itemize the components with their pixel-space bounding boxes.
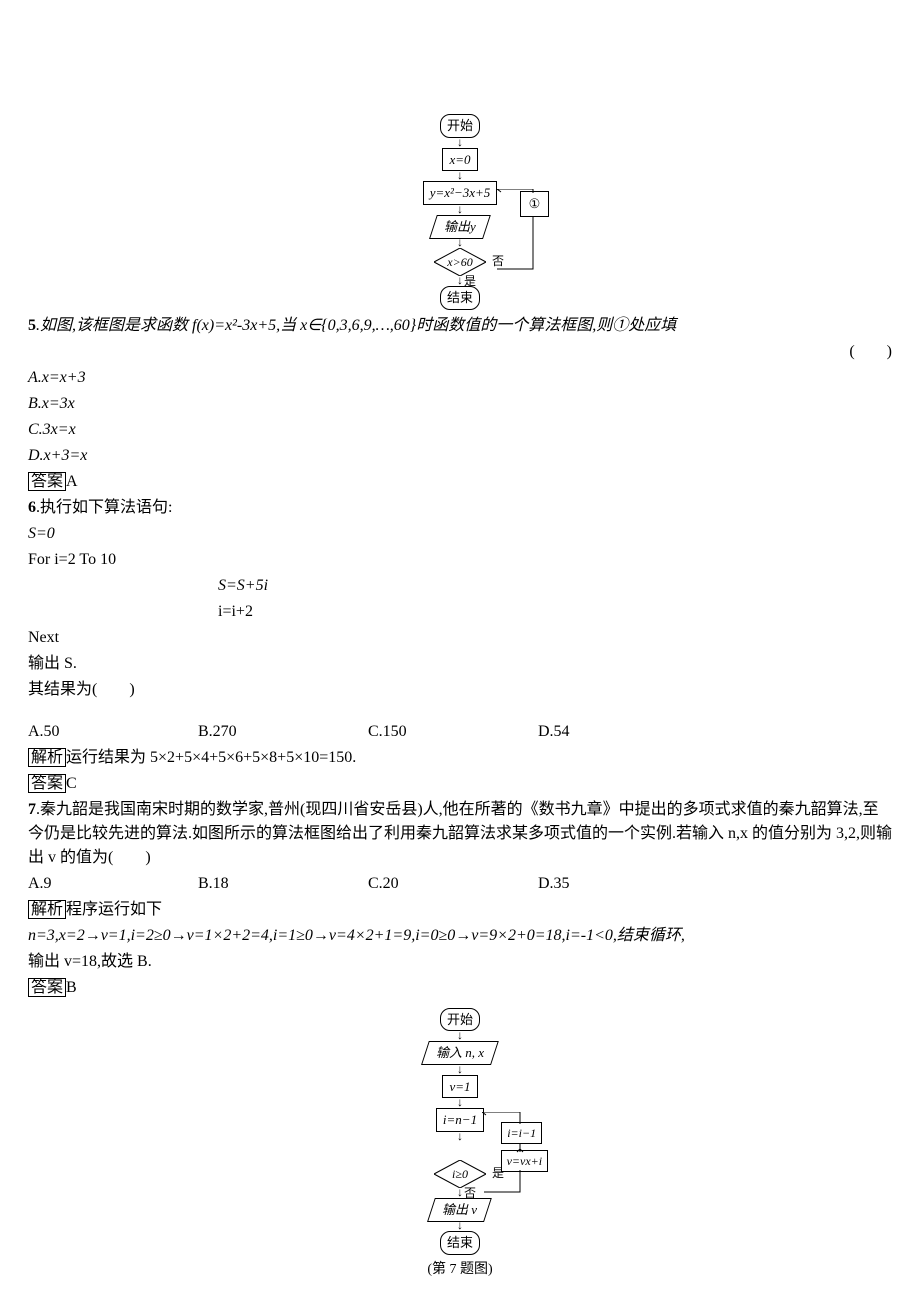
q6-code1: S=0 xyxy=(28,522,892,546)
fc2-init2: i=n−1 xyxy=(436,1108,484,1132)
q6-optC: C.150 xyxy=(368,720,538,744)
q6-code6-text: 输出 S. xyxy=(28,655,77,672)
q6-code5: Next xyxy=(28,626,892,650)
q6-optB: B.270 xyxy=(198,720,368,744)
arrow: ↓ xyxy=(457,1098,463,1108)
fc2-loop-line xyxy=(482,1112,552,1212)
q7-options: A.9 B.18 C.20 D.35 xyxy=(28,872,892,896)
q6-optA: A.50 xyxy=(28,720,198,744)
q5-paren: ( ) xyxy=(28,340,892,364)
fc2-output: 输出 v xyxy=(428,1198,493,1222)
fc2-input: 输入 n, x xyxy=(421,1041,499,1065)
fc2-decision-text: i≥0 xyxy=(452,1165,468,1183)
fc1-output: 输出y xyxy=(429,215,490,239)
q6-answer: 答案C xyxy=(28,772,892,796)
q7-optB: B.18 xyxy=(198,872,368,896)
q5-answer: 答案A xyxy=(28,470,892,494)
arrow: ↓ xyxy=(457,1031,463,1041)
fc1-output-text: 输出y xyxy=(444,217,476,237)
q7-ans-label: 答案 xyxy=(28,978,66,997)
arrow: ↓ xyxy=(457,1221,463,1231)
q6-text: .执行如下算法语句: xyxy=(36,499,172,516)
q5-text: .如图,该框图是求函数 f(x)=x²-3x+5,当 x∈{0,3,6,9,…,… xyxy=(36,317,676,334)
arrow: ↓ xyxy=(457,138,463,148)
fc2-output-text: 输出 v xyxy=(442,1200,477,1220)
q5-paren-text: ( ) xyxy=(849,340,892,364)
q6-stem: 6.执行如下算法语句: xyxy=(28,496,892,520)
q6-code3: S=S+5i xyxy=(218,574,892,598)
arrow: ↓ xyxy=(457,205,463,215)
fc2-yes: 是 xyxy=(492,1164,504,1182)
q6-analysis: 解析运行结果为 5×2+5×4+5×6+5×8+5×10=150. xyxy=(28,746,892,770)
q7-analysis-label: 解析 xyxy=(28,900,66,919)
fc2-decision: i≥0 是 否 xyxy=(434,1160,486,1188)
q5-optC: C.3x=x xyxy=(28,418,892,442)
q6-analysis-label: 解析 xyxy=(28,748,66,767)
q5-ans-value: A xyxy=(66,473,78,490)
q6-analysis-text: 运行结果为 5×2+5×4+5×6+5×8+5×10=150. xyxy=(66,749,356,766)
q7-optA: A.9 xyxy=(28,872,198,896)
q7-analysis-line: n=3,x=2→v=1,i=2≥0→v=1×2+2=4,i=1≥0→v=4×2+… xyxy=(28,924,892,948)
q6-options: A.50 B.270 C.150 D.54 xyxy=(28,720,892,744)
q7-stem: 7.秦九韶是我国南宋时期的数学家,普州(现四川省安岳县)人,他在所著的《数书九章… xyxy=(28,798,892,870)
q5-optD: D.x+3=x xyxy=(28,444,892,468)
q7-caption: (第 7 题图) xyxy=(28,1259,892,1280)
q6-code2: For i=2 To 10 xyxy=(28,548,892,572)
fc1-formula: y=x²−3x+5 xyxy=(423,181,498,205)
fc1-no: 否 xyxy=(492,252,504,270)
q6-optD: D.54 xyxy=(538,720,708,744)
q6-ans-label: 答案 xyxy=(28,774,66,793)
q6-resultq: 其结果为( ) xyxy=(28,678,892,702)
q5-number: 5 xyxy=(28,317,36,334)
q7-optD: D.35 xyxy=(538,872,708,896)
q7-number: 7 xyxy=(28,801,36,818)
flowchart-q7: 开始 ↓ 输入 n, x ↓ v=1 ↓ i=n−1 i=i−1 v=vx+i … xyxy=(365,1008,555,1255)
arrow: ↓ xyxy=(457,1132,463,1142)
q5-ans-label: 答案 xyxy=(28,472,66,491)
q6-code6: 输出 S. xyxy=(28,652,892,676)
fc1-start: 开始 xyxy=(440,114,480,138)
q7-analysis-pre: 程序运行如下 xyxy=(66,901,162,918)
q6-code4: i=i+2 xyxy=(218,600,892,624)
q5-optB: B.x=3x xyxy=(28,392,892,416)
q7-answer: 答案B xyxy=(28,976,892,1000)
arrow: ↓ xyxy=(457,238,463,248)
q7-analysis-head: 解析程序运行如下 xyxy=(28,898,892,922)
q6-number: 6 xyxy=(28,499,36,516)
fc2-input-text: 输入 n, x xyxy=(436,1043,484,1063)
arrow: ↓ xyxy=(457,1188,463,1198)
q5-stem: 5.如图,该框图是求函数 f(x)=x²-3x+5,当 x∈{0,3,6,9,…… xyxy=(28,314,892,338)
fc1-loop-line xyxy=(497,189,547,279)
q7-analysis-end: 输出 v=18,故选 B. xyxy=(28,950,892,974)
flowchart-q5: 开始 ↓ x=0 ↓ y=x²−3x+5 ① ↓ 输出y ↓ x>60 否 是 … xyxy=(370,114,550,310)
arrow: ↓ xyxy=(457,171,463,181)
arrow: ↓ xyxy=(457,276,463,286)
q6-ans-value: C xyxy=(66,775,77,792)
arrow: ↓ xyxy=(457,1065,463,1075)
fc1-decision: x>60 否 是 xyxy=(434,248,486,276)
fc1-decision-text: x>60 xyxy=(447,253,472,271)
fc1-yes: 是 xyxy=(464,272,476,290)
q7-ans-value: B xyxy=(66,979,77,996)
q7-text: .秦九韶是我国南宋时期的数学家,普州(现四川省安岳县)人,他在所著的《数书九章》… xyxy=(28,801,892,866)
q5-optA: A.x=x+3 xyxy=(28,366,892,390)
q7-optC: C.20 xyxy=(368,872,538,896)
fc2-end: 结束 xyxy=(440,1231,480,1255)
